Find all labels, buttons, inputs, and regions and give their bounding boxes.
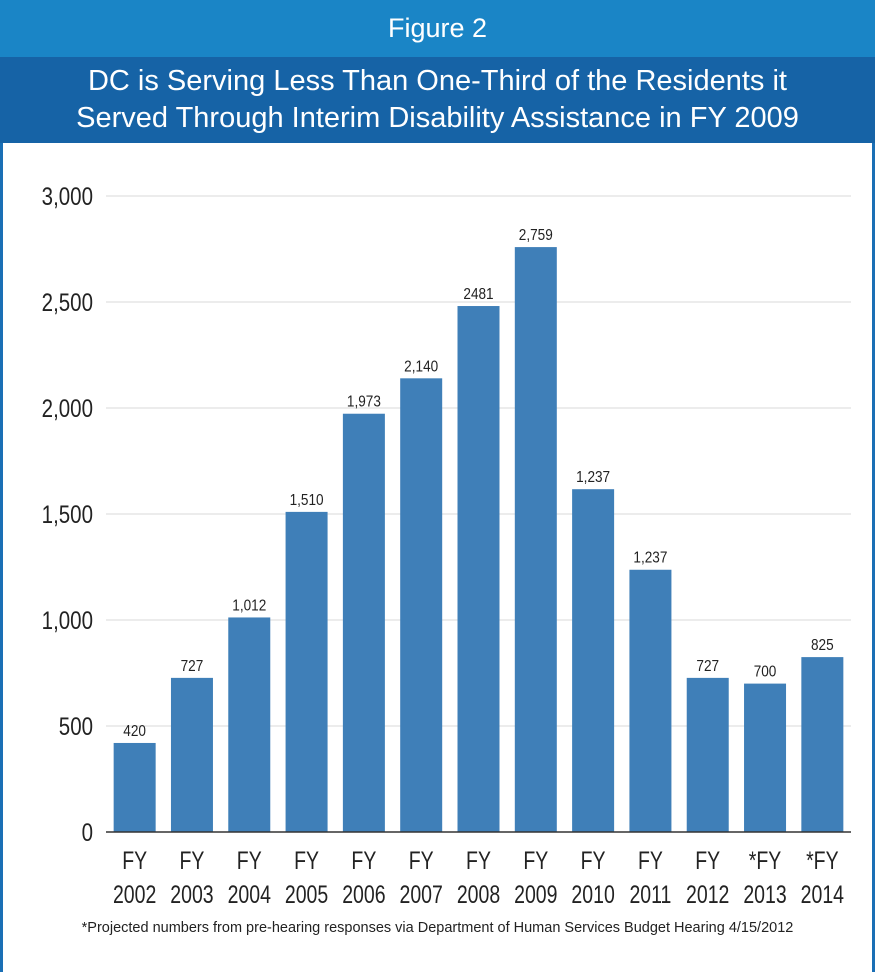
data-label: 1,237	[576, 469, 610, 486]
data-label: 2,140	[404, 358, 438, 375]
x-tick-label: 2013	[743, 881, 786, 909]
bar	[285, 511, 328, 832]
data-label: 2481	[463, 286, 493, 303]
x-tick-label: FY	[523, 847, 548, 875]
x-tick-label: 2010	[571, 881, 614, 909]
x-tick-label: FY	[581, 847, 606, 875]
data-label: 1,973	[347, 394, 381, 411]
bar	[572, 489, 615, 832]
data-label: 727	[181, 658, 204, 675]
chart-title-line-2: Served Through Interim Disability Assist…	[76, 102, 799, 134]
x-tick-label: FY	[294, 847, 319, 875]
x-tick-label: 2014	[801, 881, 844, 909]
x-tick-label: FY	[638, 847, 663, 875]
x-tick-label: FY	[351, 847, 376, 875]
y-tick-label: 2,500	[42, 288, 93, 316]
bar	[801, 657, 844, 832]
data-label: 1,012	[232, 598, 266, 615]
x-tick-label: 2003	[170, 881, 213, 909]
x-tick-label: FY	[409, 847, 434, 875]
x-tick-label: *FY	[806, 847, 839, 875]
x-tick-label: FY	[466, 847, 491, 875]
x-tick-label: 2002	[113, 881, 156, 909]
y-tick-label: 1,500	[42, 500, 93, 528]
bar	[170, 677, 213, 832]
x-tick-label: 2004	[228, 881, 271, 909]
x-tick-label: FY	[122, 847, 147, 875]
bar	[629, 569, 672, 832]
bar	[744, 683, 787, 832]
bar	[113, 742, 156, 832]
bar	[228, 617, 271, 832]
chart-title: DC is Serving Less Than One-Third of the…	[0, 57, 875, 143]
data-label: 1,237	[633, 550, 667, 567]
x-tick-label: 2005	[285, 881, 328, 909]
y-tick-label: 0	[82, 818, 93, 846]
data-label: 1,510	[290, 492, 324, 509]
x-tick-label: 2006	[342, 881, 385, 909]
bar	[342, 413, 385, 832]
data-label: 825	[811, 637, 834, 654]
data-label: 727	[696, 658, 719, 675]
x-tick-label: FY	[237, 847, 262, 875]
x-tick-label: 2009	[514, 881, 557, 909]
data-label: 2,759	[519, 227, 553, 244]
x-tick-label: 2008	[457, 881, 500, 909]
bar	[514, 247, 557, 833]
figure-label: Figure 2	[0, 0, 875, 57]
y-tick-label: 500	[59, 712, 93, 740]
x-tick-label: FY	[180, 847, 205, 875]
bar	[457, 306, 500, 832]
data-label: 420	[123, 723, 146, 740]
x-tick-label: 2011	[629, 881, 671, 909]
x-tick-label: *FY	[749, 847, 782, 875]
chart-title-line-1: DC is Serving Less Than One-Third of the…	[87, 65, 787, 97]
data-label: 700	[754, 664, 777, 681]
y-tick-label: 1,000	[42, 606, 93, 634]
footnote: *Projected numbers from pre-hearing resp…	[81, 920, 794, 936]
bar	[686, 677, 729, 832]
y-tick-label: 3,000	[42, 182, 93, 210]
x-tick-label: 2012	[686, 881, 729, 909]
bar	[400, 378, 443, 832]
x-tick-label: FY	[695, 847, 720, 875]
x-tick-label: 2007	[400, 881, 443, 909]
y-tick-label: 2,000	[42, 394, 93, 422]
